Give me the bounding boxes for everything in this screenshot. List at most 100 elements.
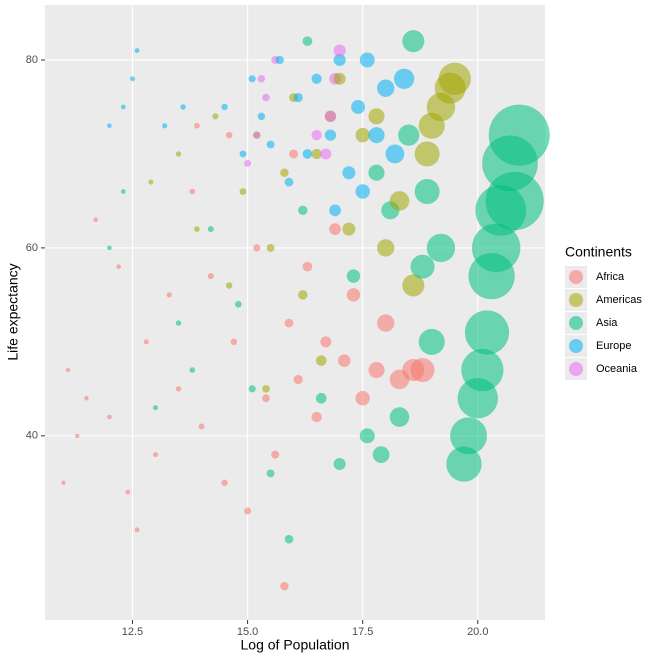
point xyxy=(107,123,112,129)
point xyxy=(355,127,370,143)
point xyxy=(329,204,341,217)
point xyxy=(488,104,550,166)
point xyxy=(74,433,80,439)
legend-label: Asia xyxy=(596,317,618,329)
x-axis-title: Log of Population xyxy=(241,637,350,653)
point xyxy=(410,358,435,383)
point xyxy=(342,222,356,236)
point xyxy=(346,269,361,283)
point xyxy=(194,226,200,232)
point xyxy=(152,452,159,458)
legend-title: Continents xyxy=(565,244,632,260)
point xyxy=(438,62,471,95)
point xyxy=(402,274,425,297)
point xyxy=(257,112,266,121)
point xyxy=(125,489,131,495)
point xyxy=(262,394,270,403)
point xyxy=(410,254,435,279)
point xyxy=(315,392,327,404)
legend-label: Oceania xyxy=(596,363,638,375)
point xyxy=(175,151,182,157)
point xyxy=(239,150,247,158)
point xyxy=(207,226,214,233)
point xyxy=(266,243,275,252)
point xyxy=(289,149,299,159)
legend-marker xyxy=(569,362,583,376)
point xyxy=(324,129,337,141)
point xyxy=(225,131,233,139)
legend-label: Africa xyxy=(596,271,625,283)
point xyxy=(235,300,242,308)
legend-marker xyxy=(569,270,583,284)
point xyxy=(337,354,351,367)
point xyxy=(143,339,149,345)
point xyxy=(359,428,375,444)
point xyxy=(398,124,420,146)
y-tick-label: 60 xyxy=(26,242,38,254)
x-tick-label: 12.5 xyxy=(122,626,143,638)
point xyxy=(175,386,182,392)
point xyxy=(389,407,410,427)
point xyxy=(368,127,385,144)
point xyxy=(253,131,261,139)
point xyxy=(377,239,395,257)
point xyxy=(368,361,385,379)
x-tick-label: 17.5 xyxy=(352,626,373,638)
point xyxy=(275,55,284,65)
point xyxy=(280,168,289,177)
point xyxy=(342,166,356,180)
point xyxy=(329,223,341,235)
point xyxy=(244,507,252,515)
point xyxy=(152,405,159,411)
point xyxy=(194,122,200,129)
point xyxy=(368,108,385,125)
point xyxy=(198,423,205,430)
point xyxy=(225,282,233,289)
point xyxy=(311,73,322,84)
point xyxy=(61,480,66,486)
point xyxy=(377,79,395,97)
point xyxy=(207,273,214,280)
point xyxy=(333,457,346,471)
point xyxy=(248,75,256,83)
point xyxy=(93,217,98,222)
point xyxy=(471,223,521,273)
point xyxy=(324,110,337,123)
point xyxy=(293,92,303,103)
point xyxy=(402,30,425,53)
point xyxy=(120,189,126,194)
point xyxy=(107,245,112,251)
y-axis-title: Life expectancy xyxy=(5,263,21,360)
point xyxy=(302,261,313,272)
point xyxy=(446,446,482,482)
legend-marker xyxy=(569,293,583,307)
legend-label: Americas xyxy=(596,294,642,306)
point xyxy=(298,290,308,300)
point xyxy=(351,99,366,114)
point xyxy=(120,104,126,110)
point xyxy=(333,44,346,57)
legend-label: Europe xyxy=(596,340,631,352)
point xyxy=(385,144,405,164)
point xyxy=(262,93,270,102)
x-tick-label: 15.0 xyxy=(237,626,258,638)
point xyxy=(257,75,266,83)
point xyxy=(302,149,313,159)
point xyxy=(166,292,172,298)
point xyxy=(414,179,440,205)
point xyxy=(130,76,135,82)
y-tick-label: 40 xyxy=(26,430,38,442)
point xyxy=(315,355,327,366)
point xyxy=(389,191,410,211)
point xyxy=(298,205,308,216)
point xyxy=(333,53,346,67)
point xyxy=(485,171,544,231)
point xyxy=(266,469,275,478)
point xyxy=(311,411,322,423)
point xyxy=(239,188,247,195)
point xyxy=(450,417,488,455)
point xyxy=(271,450,280,459)
point xyxy=(302,36,313,47)
point xyxy=(359,52,375,68)
point xyxy=(189,188,196,195)
